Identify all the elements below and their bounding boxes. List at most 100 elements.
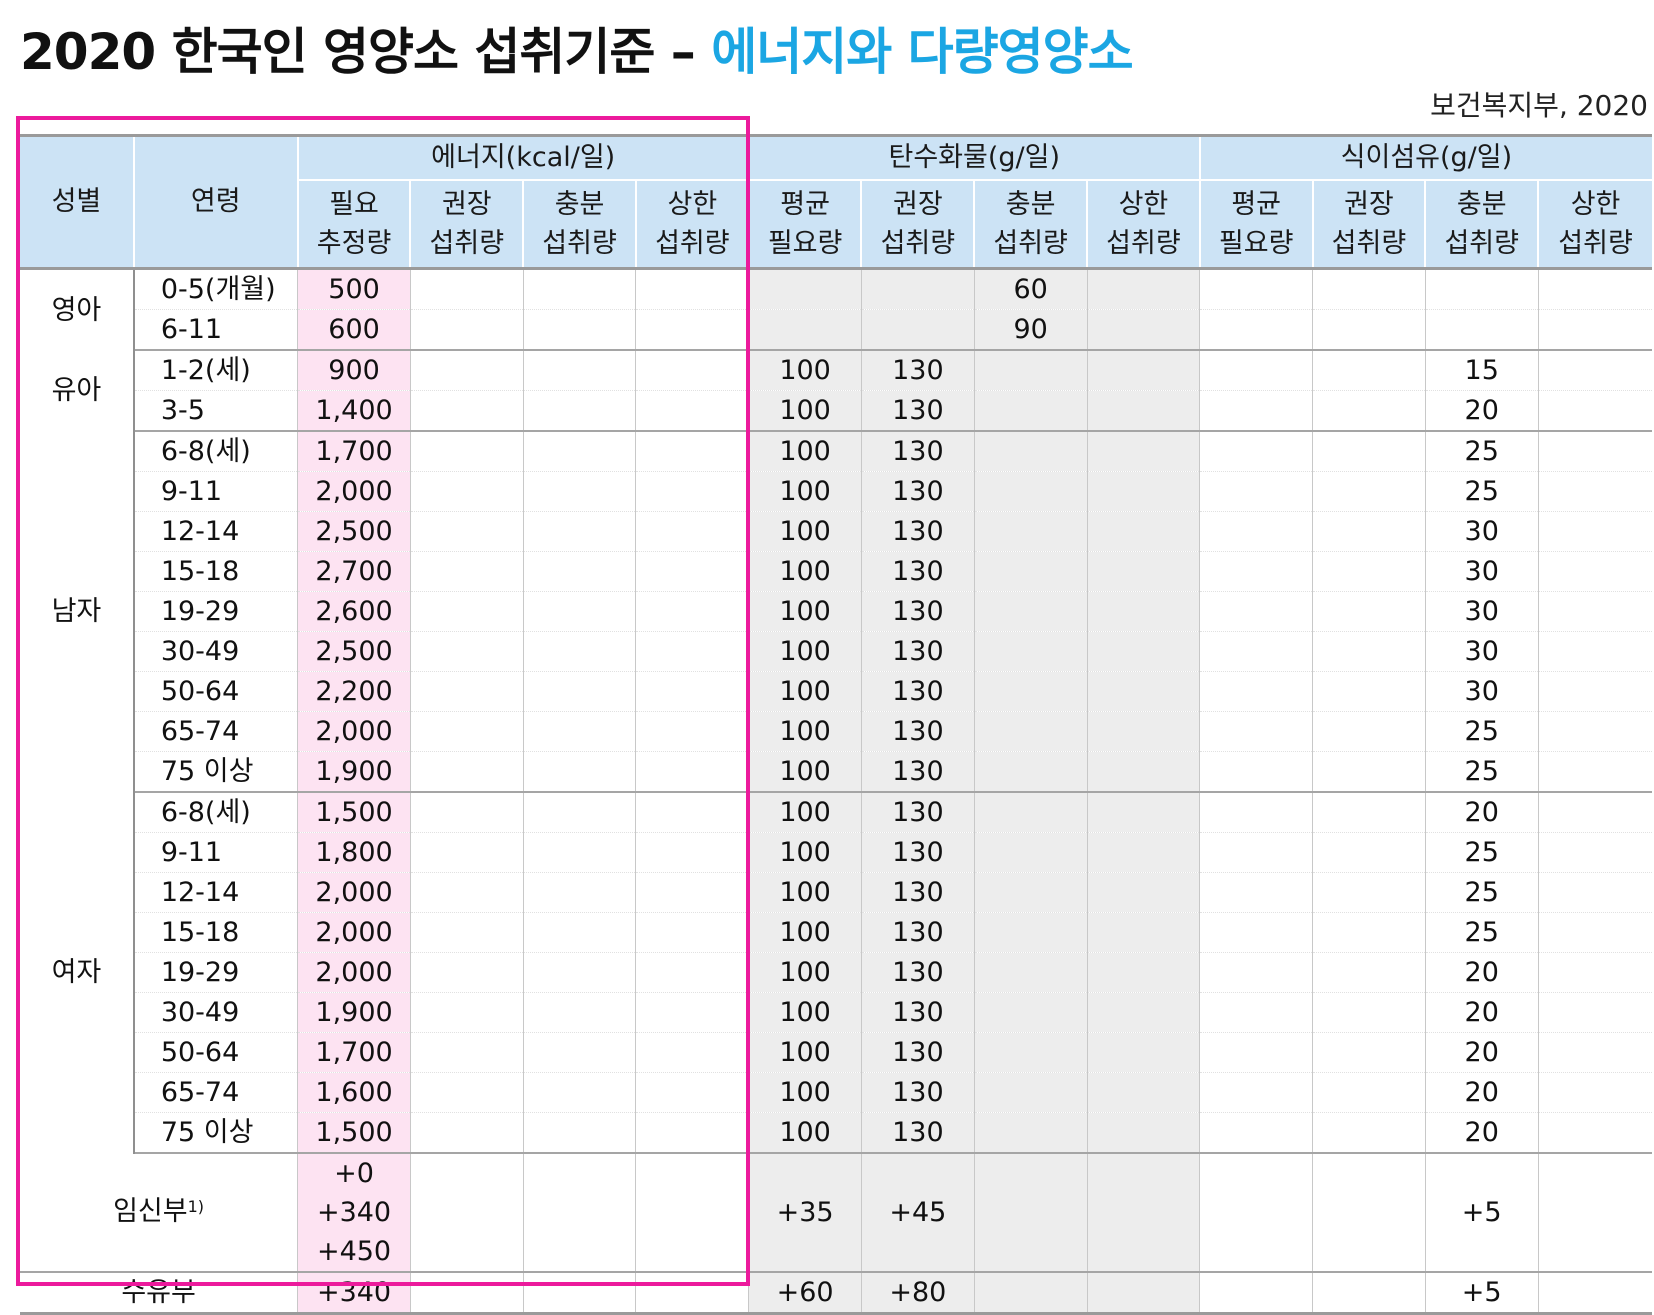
value-cell: 100	[748, 591, 862, 632]
pregnant-energy-value: +340	[316, 1197, 392, 1228]
table-row: 남자 6-8(세) 1,700 100 130 25	[20, 431, 1652, 792]
value-cell	[635, 1072, 750, 1113]
value-cell	[523, 992, 637, 1033]
value-cell	[1199, 832, 1314, 873]
value-cell: 100	[748, 671, 862, 712]
subheader-text: 필요량	[767, 228, 843, 259]
value-cell: 2,200	[297, 671, 411, 712]
value-cell	[1087, 309, 1201, 351]
value-cell: 1,700	[297, 431, 411, 472]
value-cell: 2,000	[297, 912, 411, 953]
value-cell: 1,500	[297, 792, 411, 833]
subheader-cell: 충분 섭취량	[1425, 180, 1540, 269]
value-cell	[974, 511, 1088, 552]
value-cell	[523, 268, 637, 310]
value-cell	[523, 711, 637, 752]
value-cell	[635, 872, 750, 913]
value-cell	[410, 992, 524, 1033]
title-main: 2020 한국인 영양소 섭취기준 –	[20, 23, 712, 81]
value-cell	[635, 390, 750, 432]
value-cell	[1087, 551, 1201, 592]
subheader-text: 필요	[329, 189, 379, 220]
value-cell	[1312, 992, 1426, 1033]
value-cell: 90	[974, 309, 1088, 351]
value-cell	[1538, 1153, 1652, 1273]
value-cell	[1538, 751, 1652, 793]
value-cell	[1538, 390, 1652, 432]
subheader-row: 필요 추정량 권장 섭취량 충분 섭취량 상한 섭취량 평균 필요량 권장 섭취량 충분 섭취량 상한 섭취량…	[20, 180, 1652, 269]
value-cell	[974, 912, 1088, 953]
value-cell	[635, 591, 750, 632]
value-cell	[410, 511, 524, 552]
value-cell	[1087, 350, 1201, 391]
value-cell	[974, 952, 1088, 993]
value-cell	[1087, 832, 1201, 873]
value-cell	[974, 350, 1088, 391]
value-cell: 130	[861, 1072, 975, 1113]
value-cell: 2,600	[297, 591, 411, 632]
value-cell: +5	[1425, 1153, 1539, 1273]
value-cell	[974, 1153, 1088, 1273]
value-cell	[410, 872, 524, 913]
value-cell	[1199, 872, 1314, 913]
age-cell: 15-18	[133, 912, 299, 953]
table-row: 15-18 2,700 100 130 30	[20, 551, 1652, 592]
value-cell: 130	[861, 471, 975, 512]
table-header: 성별 연령 에너지(kcal/일) 탄수화물(g/일) 식이섬유(g/일) 필요…	[20, 135, 1652, 269]
value-cell	[523, 952, 637, 993]
value-cell	[1312, 792, 1426, 833]
value-cell	[1538, 350, 1652, 391]
value-cell	[1087, 591, 1201, 632]
value-cell	[635, 751, 750, 793]
value-cell	[1538, 431, 1652, 472]
value-cell	[410, 1153, 524, 1273]
value-cell	[1199, 992, 1314, 1033]
header-sex: 성별	[20, 135, 135, 269]
subheader-cell: 권장 섭취량	[861, 180, 976, 269]
value-cell	[748, 268, 862, 310]
value-cell: 20	[1425, 1032, 1539, 1073]
subheader-cell: 권장 섭취량	[1312, 180, 1427, 269]
value-cell	[1199, 350, 1314, 391]
value-cell: 130	[861, 751, 975, 793]
value-cell	[635, 792, 750, 833]
value-cell	[974, 591, 1088, 632]
subheader-text: 충분	[554, 189, 605, 220]
value-cell	[1312, 1272, 1426, 1314]
value-cell: 30	[1425, 511, 1539, 552]
value-cell	[1087, 751, 1201, 793]
subheader-text: 섭취량	[1444, 228, 1519, 259]
value-cell	[523, 1032, 637, 1073]
value-cell	[1312, 390, 1426, 432]
value-cell	[523, 431, 637, 472]
value-cell	[410, 631, 524, 672]
value-cell	[1199, 471, 1314, 512]
source-note: 보건복지부, 2020	[1430, 89, 1648, 122]
value-cell	[1538, 309, 1652, 351]
value-cell	[1087, 872, 1201, 913]
table-row: 75 이상 1,500 100 130 20	[20, 1112, 1652, 1154]
value-cell	[1538, 631, 1652, 672]
value-cell: 100	[748, 350, 862, 391]
value-cell: 30	[1425, 591, 1539, 632]
value-cell	[523, 751, 637, 793]
table-row: 19-29 2,000 100 130 20	[20, 952, 1652, 993]
value-cell	[1312, 872, 1426, 913]
value-cell	[1538, 551, 1652, 592]
value-cell	[635, 1112, 750, 1154]
subheader-text: 섭취량	[429, 228, 505, 259]
table-row: 9-11 1,800 100 130 25	[20, 832, 1652, 873]
age-cell: 12-14	[133, 872, 299, 913]
table-row: 영아 0-5(개월) 500 60	[20, 268, 1652, 350]
value-cell: 100	[748, 912, 862, 953]
value-cell: 100	[748, 952, 862, 993]
value-cell: 100	[748, 1072, 862, 1113]
value-cell: 25	[1425, 471, 1539, 512]
footnote-marker: 1)	[187, 1196, 205, 1216]
table-row: 3-5 1,400 100 130 20	[20, 390, 1652, 432]
value-cell	[974, 1072, 1088, 1113]
value-cell: 30	[1425, 551, 1539, 592]
table-row: 9-11 2,000 100 130 25	[20, 471, 1652, 512]
value-cell	[523, 912, 637, 953]
value-cell	[1199, 952, 1314, 993]
